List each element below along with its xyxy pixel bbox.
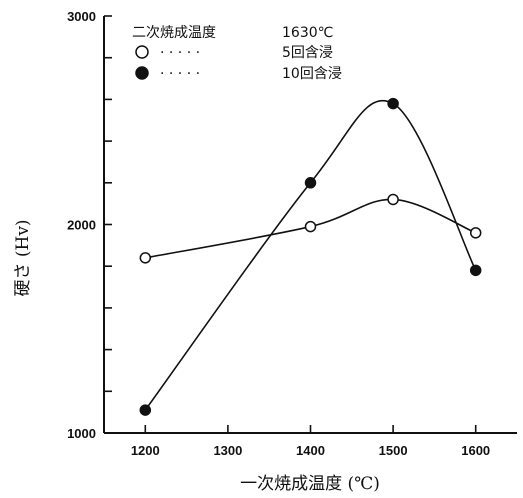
points bbox=[139, 97, 482, 416]
legend-series-1-name: 5回含浸 bbox=[282, 45, 333, 61]
x-tick-label: 1200 bbox=[131, 443, 160, 458]
legend-marker-open bbox=[135, 45, 149, 59]
y-tick-label: 3000 bbox=[67, 9, 96, 24]
x-tick-label: 1400 bbox=[296, 443, 325, 458]
legend: 二次焼成温度 1630℃ · · · · · 5回含浸 · · · · · 10… bbox=[132, 25, 342, 82]
curves bbox=[144, 100, 477, 411]
legend-marker-filled bbox=[135, 66, 149, 80]
x-tick-label: 1300 bbox=[213, 443, 242, 458]
legend-heading-value: 1630℃ bbox=[282, 25, 333, 41]
data-point-series-1 bbox=[304, 220, 317, 233]
data-point-series-2 bbox=[304, 177, 317, 189]
data-point-series-2 bbox=[469, 264, 482, 277]
y-axis-title: 硬さ (Hv) bbox=[13, 219, 33, 296]
legend-heading: 二次焼成温度 bbox=[132, 25, 216, 41]
x-axis-title: 一次焼成温度 (℃) bbox=[240, 474, 380, 494]
x-tick-label: 1500 bbox=[379, 443, 408, 458]
data-point-series-1 bbox=[139, 252, 152, 264]
ticks: 1000 2000 3000 1200 1300 1400 1500 1600 bbox=[67, 9, 490, 458]
legend-dots-1: · · · · · bbox=[160, 45, 200, 61]
data-point-series-1 bbox=[387, 193, 399, 206]
legend-dots-2: · · · · · bbox=[160, 66, 200, 82]
data-point-series-1 bbox=[469, 227, 482, 239]
data-point-series-2 bbox=[139, 404, 152, 416]
series-line-2 bbox=[144, 100, 477, 411]
series-line-1 bbox=[145, 198, 477, 259]
y-tick-label: 2000 bbox=[67, 218, 96, 233]
data-point-series-2 bbox=[387, 97, 399, 110]
x-tick-label: 1600 bbox=[461, 443, 490, 458]
y-tick-label: 1000 bbox=[67, 426, 96, 441]
legend-series-2-name: 10回含浸 bbox=[282, 66, 342, 82]
